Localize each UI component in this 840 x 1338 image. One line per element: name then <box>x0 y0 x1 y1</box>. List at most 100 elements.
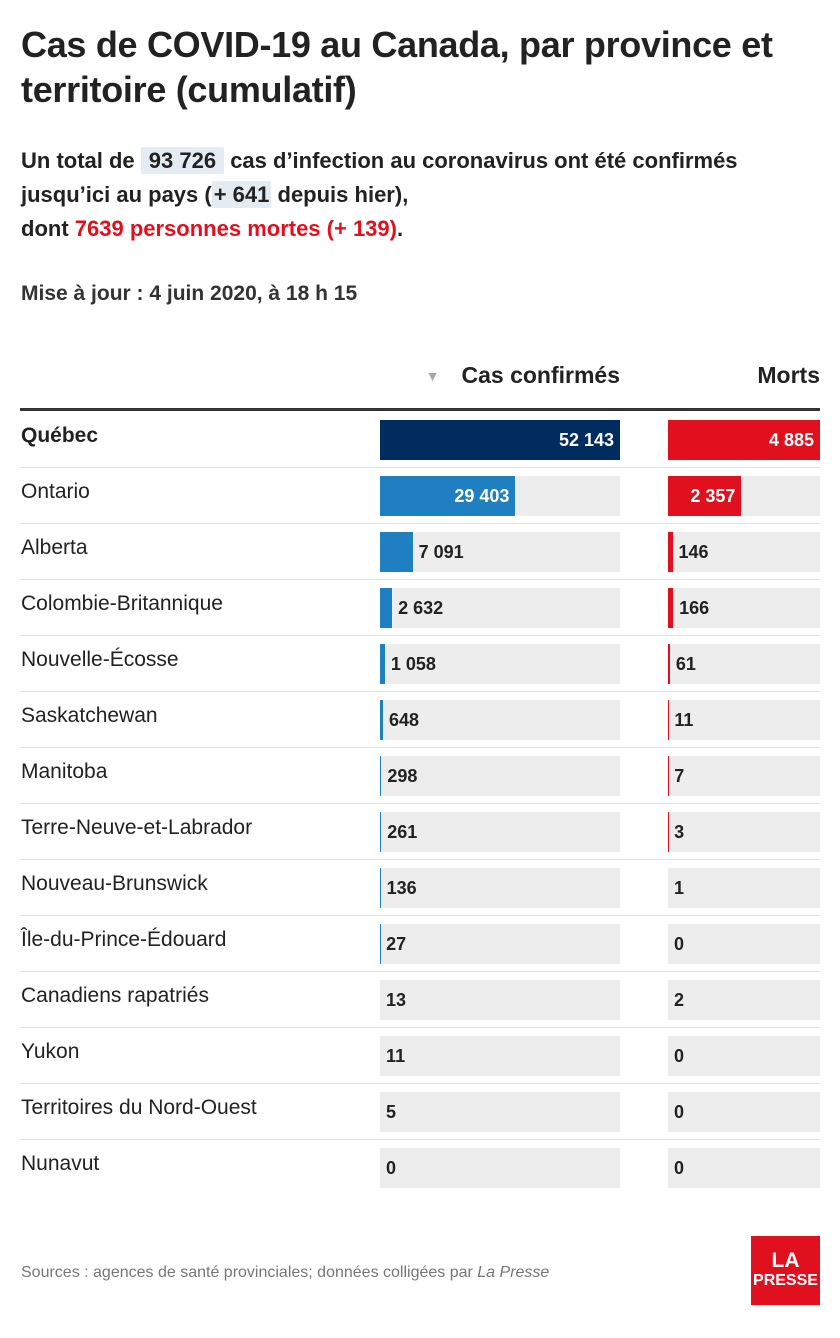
cases-track: 2 632 <box>380 588 620 628</box>
region-label: Terre-Neuve-et-Labrador <box>21 816 253 839</box>
source-text: Sources : agences de santé provinciales;… <box>21 1264 478 1281</box>
source-note: Sources : agences de santé provinciales;… <box>21 1264 549 1282</box>
table-row: Saskatchewan 648 11 <box>20 692 820 748</box>
logo-line-1: LA <box>771 1248 800 1272</box>
cases-value-label: 11 <box>386 1046 406 1066</box>
table-row: Ontario 29 403 2 357 <box>20 468 820 524</box>
cases-track: 136 <box>380 868 620 908</box>
cases-value-label: 13 <box>386 990 407 1010</box>
region-label: Territoires du Nord-Ouest <box>21 1096 257 1119</box>
cases-track: 298 <box>380 756 620 796</box>
deaths-track: 7 <box>668 756 820 796</box>
deaths-track: 1 <box>668 868 820 908</box>
cases-value-label: 136 <box>386 878 417 898</box>
cases-value-label: 648 <box>388 710 420 730</box>
deaths-value-label: 0 <box>674 1102 685 1122</box>
table-row: Nouvelle-Écosse 1 058 61 <box>20 636 820 692</box>
cases-value-label: 1 058 <box>390 654 436 674</box>
region-label: Canadiens rapatriés <box>21 984 209 1007</box>
deaths-bar <box>668 588 674 628</box>
cases-bar <box>380 476 516 516</box>
cases-track: 13 <box>380 980 620 1020</box>
region-label: Colombie-Britannique <box>21 592 223 615</box>
deaths-value-label: 0 <box>674 1046 685 1066</box>
update-timestamp: Mise à jour : 4 juin 2020, à 18 h 15 <box>21 282 358 305</box>
summary-part: cas d’infection au coronavirus ont été c… <box>21 148 738 207</box>
deaths-track: 0 <box>668 1092 820 1132</box>
cases-track: 5 <box>380 1092 620 1132</box>
region-label: Ontario <box>21 480 90 503</box>
triangle-down-icon: ▼ <box>425 367 440 384</box>
region-label: Alberta <box>21 536 88 559</box>
cases-bar <box>380 420 620 460</box>
cases-value-label: 298 <box>387 766 418 786</box>
table-row: Manitoba 298 7 <box>20 748 820 804</box>
deaths-track: 146 <box>668 532 820 572</box>
deaths-bar <box>668 532 673 572</box>
deaths-bar <box>668 420 820 460</box>
table-row: Yukon 11 0 <box>20 1028 820 1084</box>
cases-track: 1 058 <box>380 644 620 684</box>
table-row: Québec 52 143 4 885 <box>20 412 820 468</box>
cases-value-label: 261 <box>387 822 418 842</box>
cases-bar <box>380 700 383 740</box>
chart-title: Cas de COVID-19 au Canada, par province … <box>21 24 773 110</box>
cases-track: 29 403 <box>380 476 620 516</box>
summary-part: dont <box>21 216 75 241</box>
summary-part: Un total de <box>21 148 141 173</box>
summary-part: depuis hier), <box>271 182 409 207</box>
table-row: Colombie-Britannique 2 632 166 <box>20 580 820 636</box>
cases-column-label: Cas confirmés <box>461 362 620 388</box>
deaths-value-label: 3 <box>674 822 685 842</box>
cases-track: 52 143 <box>380 420 620 460</box>
deaths-value-label: 1 <box>674 878 685 898</box>
deaths-value-label: 146 <box>678 542 709 562</box>
deaths-summary: 7639 personnes mortes (+ 139) <box>74 216 397 241</box>
region-label: Nouvelle-Écosse <box>21 648 179 671</box>
deaths-track: 4 885 <box>668 420 820 460</box>
summary-part: . <box>396 216 404 241</box>
cases-value-label: 0 <box>386 1158 397 1178</box>
cases-track: 261 <box>380 812 620 852</box>
deaths-value-label: 11 <box>674 710 694 730</box>
region-label: Québec <box>21 424 99 447</box>
cases-value-label: 52 143 <box>559 430 615 450</box>
deaths-value-label: 2 357 <box>690 486 736 506</box>
region-label: Saskatchewan <box>21 704 158 727</box>
cases-bar <box>380 868 381 908</box>
region-label: Manitoba <box>21 760 108 783</box>
region-label: Île-du-Prince-Édouard <box>21 928 227 951</box>
deaths-track: 3 <box>668 812 820 852</box>
total-cases-highlight: 93 726 <box>140 147 225 174</box>
region-label: Nouveau-Brunswick <box>21 872 208 895</box>
deaths-track: 11 <box>668 700 820 740</box>
region-label: Nunavut <box>21 1152 100 1175</box>
cases-bar <box>380 588 393 628</box>
cases-value-label: 29 403 <box>454 486 510 506</box>
deaths-track: 0 <box>668 1036 820 1076</box>
deaths-track: 0 <box>668 1148 820 1188</box>
deaths-value-label: 2 <box>674 990 685 1010</box>
cases-value-label: 27 <box>386 934 407 954</box>
deaths-track: 166 <box>668 588 820 628</box>
cases-track: 0 <box>380 1148 620 1188</box>
deaths-track: 2 357 <box>668 476 820 516</box>
table-row: Territoires du Nord-Ouest 5 0 <box>20 1084 820 1140</box>
table-row: Canadiens rapatriés 13 2 <box>20 972 820 1028</box>
table-row: Nunavut 0 0 <box>20 1140 820 1196</box>
cases-bar <box>380 532 413 572</box>
deaths-bar <box>668 476 742 516</box>
cases-track: 7 091 <box>380 532 620 572</box>
sort-cases-header[interactable]: ▼ Cas confirmés <box>400 362 620 389</box>
table-row: Alberta 7 091 146 <box>20 524 820 580</box>
table-row: Nouveau-Brunswick 136 1 <box>20 860 820 916</box>
deaths-bar <box>668 644 670 684</box>
deaths-value-label: 166 <box>679 598 710 618</box>
cases-value-label: 7 091 <box>418 542 464 562</box>
la-presse-logo[interactable]: LA PRESSE <box>751 1236 820 1305</box>
cases-track: 648 <box>380 700 620 740</box>
cases-bar <box>380 644 385 684</box>
deaths-track: 61 <box>668 644 820 684</box>
deaths-value-label: 0 <box>674 1158 685 1178</box>
deaths-track: 2 <box>668 980 820 1020</box>
